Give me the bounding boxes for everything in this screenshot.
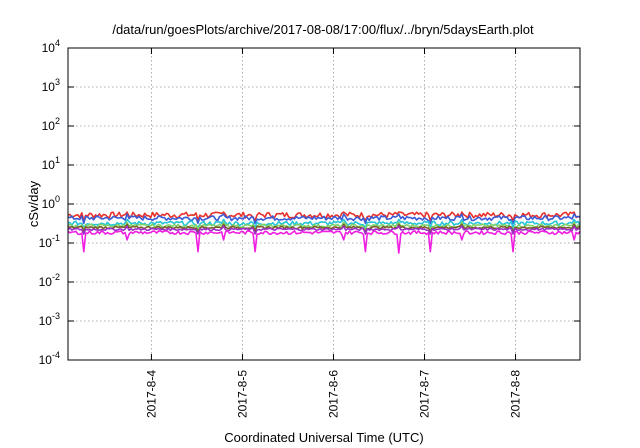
y-axis-ticks: 10-4 10-3 10-2 10-1 100 101 102 103 104: [39, 38, 580, 367]
x-tick-label: 2017-8-6: [326, 370, 340, 418]
y-tick-label: 103: [42, 77, 60, 94]
x-tick-label: 2017-8-8: [509, 370, 523, 418]
series-group: [67, 211, 581, 254]
x-tick-label: 2017-8-7: [418, 370, 432, 418]
series-line: [67, 221, 581, 231]
x-axis-label: Coordinated Universal Time (UTC): [224, 430, 423, 445]
y-tick-label: 10-2: [39, 272, 60, 289]
x-tick-label: 2017-8-4: [144, 370, 158, 418]
y-tick-label: 101: [42, 155, 60, 172]
y-tick-label: 10-4: [39, 350, 60, 367]
y-tick-label: 10-3: [39, 311, 60, 328]
chart-title: /data/run/goesPlots/archive/2017-08-08/1…: [112, 22, 534, 37]
series-line: [67, 225, 581, 235]
y-tick-label: 104: [42, 38, 60, 55]
y-tick-label: 102: [42, 116, 60, 133]
y-tick-label: 100: [42, 194, 60, 211]
grid: [68, 48, 580, 360]
y-axis-label: cSv/day: [26, 180, 41, 227]
series-line: [67, 213, 581, 225]
y-tick-label: 10-1: [39, 233, 60, 250]
x-axis-ticks: 2017-8-4 2017-8-5 2017-8-6 2017-8-7 2017-8-8: [144, 48, 523, 418]
series-line: [67, 230, 581, 254]
x-tick-label: 2017-8-5: [235, 370, 249, 418]
